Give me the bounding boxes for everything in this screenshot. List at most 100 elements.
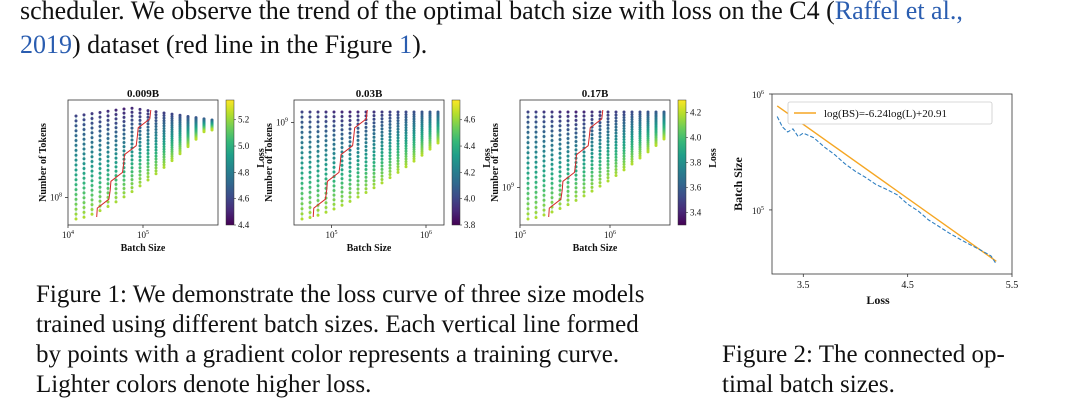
data-point: [122, 182, 126, 186]
data-point: [558, 115, 562, 119]
x-axis-label: Loss: [866, 293, 890, 307]
data-point: [614, 164, 618, 168]
data-point: [170, 134, 174, 138]
data-point: [170, 150, 174, 154]
data-point: [606, 146, 610, 150]
data-point: [316, 179, 320, 183]
data-point: [566, 114, 570, 118]
data-point: [364, 183, 368, 187]
data-point: [170, 139, 174, 143]
data-point: [550, 162, 554, 166]
data-point: [404, 147, 408, 151]
data-point: [114, 161, 118, 165]
data-point: [566, 198, 570, 202]
data-point: [154, 139, 158, 143]
citation-raffel[interactable]: Raffel et al.,: [834, 0, 963, 25]
data-point: [356, 118, 360, 122]
data-point: [598, 121, 602, 125]
data-point: [154, 142, 158, 146]
data-point: [534, 175, 538, 179]
data-point: [380, 167, 384, 171]
data-point: [170, 130, 174, 134]
data-point: [300, 166, 304, 170]
data-point: [420, 143, 424, 147]
data-point: [162, 132, 166, 136]
data-point: [316, 208, 320, 212]
data-point: [98, 143, 102, 147]
data-point: [372, 142, 376, 146]
data-point: [606, 140, 610, 144]
data-point: [316, 213, 320, 217]
data-point: [106, 191, 110, 195]
data-point: [300, 161, 304, 165]
data-point: [324, 110, 328, 114]
data-point: [324, 120, 328, 124]
data-point: [662, 137, 666, 141]
citation-year[interactable]: 2019: [20, 30, 72, 59]
data-point: [348, 191, 352, 195]
data-point: [122, 124, 126, 128]
data-point: [98, 176, 102, 180]
data-point: [114, 165, 118, 169]
data-point: [340, 168, 344, 172]
data-point: [82, 123, 86, 127]
figure-ref-link[interactable]: 1: [399, 30, 413, 59]
data-point: [372, 164, 376, 168]
data-point: [82, 215, 86, 219]
data-point: [90, 184, 94, 188]
data-point: [162, 116, 166, 120]
data-point: [372, 150, 376, 154]
data-point: [534, 145, 538, 149]
data-point: [646, 150, 650, 154]
data-point: [622, 168, 626, 172]
data-point: [404, 123, 408, 127]
data-point: [162, 150, 166, 154]
data-point: [420, 120, 424, 124]
data-point: [332, 119, 336, 123]
data-point: [526, 120, 530, 124]
data-point: [638, 147, 642, 151]
data-point: [364, 171, 368, 175]
data-point: [98, 115, 102, 119]
data-point: [308, 206, 312, 210]
data-point: [74, 207, 78, 211]
data-point: [162, 121, 166, 125]
data-point: [574, 135, 578, 139]
data-point: [388, 138, 392, 142]
data-point: [364, 175, 368, 179]
data-point: [98, 148, 102, 152]
colorbar-tick-label: 4.0: [690, 133, 702, 143]
data-point: [638, 132, 642, 136]
figure2-caption: Figure 2: The connected op- timal batch …: [722, 340, 1005, 400]
data-point: [138, 140, 142, 144]
data-point: [300, 110, 304, 114]
data-point: [542, 110, 546, 114]
data-point: [138, 144, 142, 148]
data-point: [638, 134, 642, 138]
data-point: [98, 181, 102, 185]
data-point: [146, 175, 150, 179]
data-point: [106, 146, 110, 150]
data-point: [550, 139, 554, 143]
data-point: [98, 153, 102, 157]
data-point: [138, 184, 142, 188]
data-point: [558, 142, 562, 146]
data-point: [590, 129, 594, 133]
data-point: [574, 198, 578, 202]
data-point: [332, 147, 336, 151]
data-point: [114, 143, 118, 147]
data-point: [598, 138, 602, 142]
data-point: [622, 132, 626, 136]
data-point: [590, 136, 594, 140]
data-point: [534, 135, 538, 139]
figure2-caption-line: timal batch sizes.: [722, 371, 895, 398]
data-point: [396, 159, 400, 163]
data-point: [154, 151, 158, 155]
data-point: [82, 186, 86, 190]
data-point: [388, 113, 392, 117]
data-point: [98, 157, 102, 161]
data-point: [420, 112, 424, 116]
data-point: [162, 134, 166, 138]
data-point: [308, 216, 312, 220]
data-point: [574, 127, 578, 131]
